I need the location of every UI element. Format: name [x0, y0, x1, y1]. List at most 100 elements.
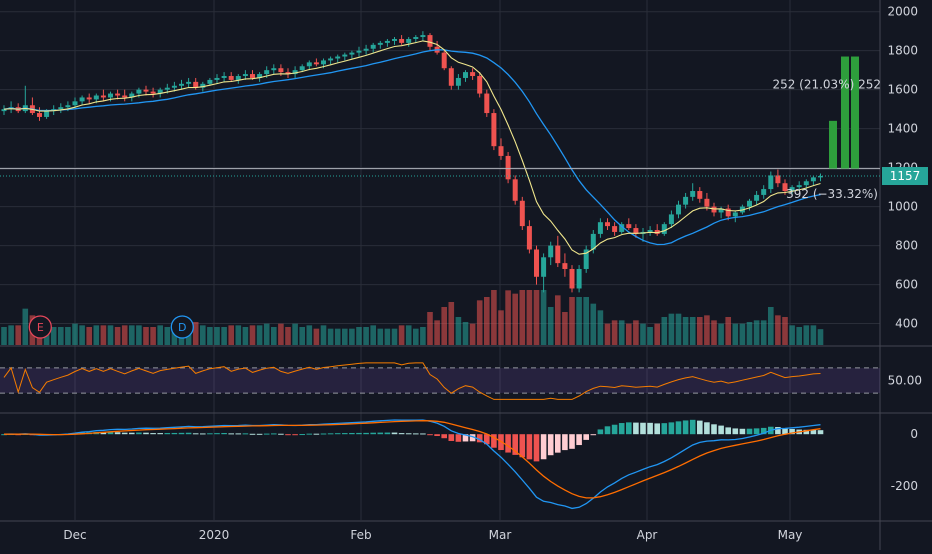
volume-bar — [718, 323, 724, 345]
macd-histogram-bar — [512, 434, 518, 455]
volume-bar — [271, 327, 277, 345]
macd-histogram-bar — [448, 434, 455, 441]
rsi-band — [0, 367, 880, 394]
candle-body — [93, 95, 99, 100]
candle-body — [171, 85, 177, 88]
volume-bar — [192, 322, 199, 345]
volume-bar — [114, 327, 121, 345]
candle-body — [399, 38, 405, 43]
macd-histogram-bar — [136, 432, 142, 435]
candle-body — [72, 101, 78, 106]
projection-bar — [841, 56, 849, 169]
candle-body — [541, 257, 547, 277]
volume-bar — [79, 325, 85, 345]
volume-bar — [533, 290, 540, 345]
projection-bar — [829, 120, 837, 169]
volume-bar — [732, 323, 739, 345]
volume-bar — [427, 312, 433, 345]
x-tick-label: May — [778, 528, 803, 542]
macd-histogram-bar — [505, 434, 511, 453]
candle-body — [441, 52, 447, 69]
volume-bar — [72, 323, 78, 345]
volume-bar — [1, 327, 7, 345]
volume-bar — [505, 290, 511, 345]
macd-histogram-bar — [675, 421, 682, 435]
macd-histogram-bar — [668, 422, 675, 435]
volume-bar — [597, 310, 604, 345]
volume-bar — [810, 325, 817, 345]
volume-bar — [242, 327, 249, 345]
macd-histogram-bar — [753, 428, 760, 435]
candle-body — [278, 68, 284, 73]
candle-body — [789, 187, 795, 192]
volume-bar — [306, 325, 313, 345]
candle-body — [455, 77, 461, 86]
volume-bar — [661, 317, 668, 345]
macd-histogram-bar — [462, 434, 469, 442]
macd-histogram-bar — [782, 428, 788, 435]
candle-body — [242, 74, 248, 77]
macd-histogram-bar — [342, 433, 348, 435]
x-tick-label: Feb — [350, 528, 371, 542]
volume-bar — [540, 290, 547, 345]
macd-histogram-bar — [242, 433, 249, 435]
price-tick-label: 1400 — [887, 122, 918, 136]
macd-histogram-bar — [760, 427, 767, 435]
volume-bar — [384, 328, 391, 345]
macd-histogram-bar — [725, 427, 731, 435]
volume-bar — [320, 325, 327, 345]
volume-bar — [93, 325, 100, 345]
volume-bar — [476, 300, 483, 345]
macd-histogram-bar — [285, 434, 291, 436]
macd-histogram-bar — [469, 434, 476, 442]
candle-body — [491, 113, 497, 147]
volume-bar — [349, 328, 355, 345]
volume-bar — [434, 320, 440, 345]
macd-histogram-bar — [803, 429, 810, 435]
volume-bar — [704, 315, 710, 345]
candle-body — [633, 228, 639, 234]
x-tick-label: Dec — [63, 528, 86, 542]
candle-body — [612, 226, 618, 232]
candle-body — [321, 60, 326, 65]
candle-body — [534, 249, 539, 277]
volume-bar — [775, 315, 781, 345]
candle-body — [349, 52, 355, 55]
candle-body — [157, 89, 163, 94]
macd-histogram-bar — [775, 427, 781, 435]
macd-histogram-bar — [640, 422, 646, 435]
ma-fast-line — [3, 40, 821, 255]
candle-body — [690, 191, 696, 197]
last-price-label: 1157 — [890, 169, 921, 183]
macd-histogram-bar — [455, 434, 462, 442]
volume-bar — [498, 310, 504, 345]
volume-bar — [207, 327, 213, 345]
candle-body — [108, 93, 113, 98]
candle-body — [214, 77, 220, 80]
price-tick-label: 800 — [895, 239, 918, 253]
candle-body — [235, 76, 241, 80]
volume-bar — [618, 320, 625, 345]
rsi-line — [3, 362, 821, 400]
last-price-badge — [882, 167, 928, 186]
candle-body — [221, 76, 227, 78]
macd-histogram-bar — [697, 420, 703, 435]
candle-body — [661, 224, 667, 234]
candle-body — [207, 79, 213, 84]
macd-histogram-bar — [164, 433, 171, 435]
macd-histogram-bar — [718, 425, 724, 435]
volume-bar — [327, 328, 334, 345]
macd-histogram-bar — [327, 433, 334, 435]
price-tick-label: 1600 — [887, 83, 918, 97]
candle-body — [647, 230, 653, 232]
volume-bar — [491, 290, 497, 345]
volume-bar — [640, 323, 646, 345]
candle-body — [100, 95, 106, 98]
volume-bar — [107, 325, 114, 345]
volume-bar — [420, 327, 426, 345]
volume-bar — [413, 328, 419, 345]
candle-body — [519, 200, 525, 227]
candle-body — [363, 48, 369, 51]
